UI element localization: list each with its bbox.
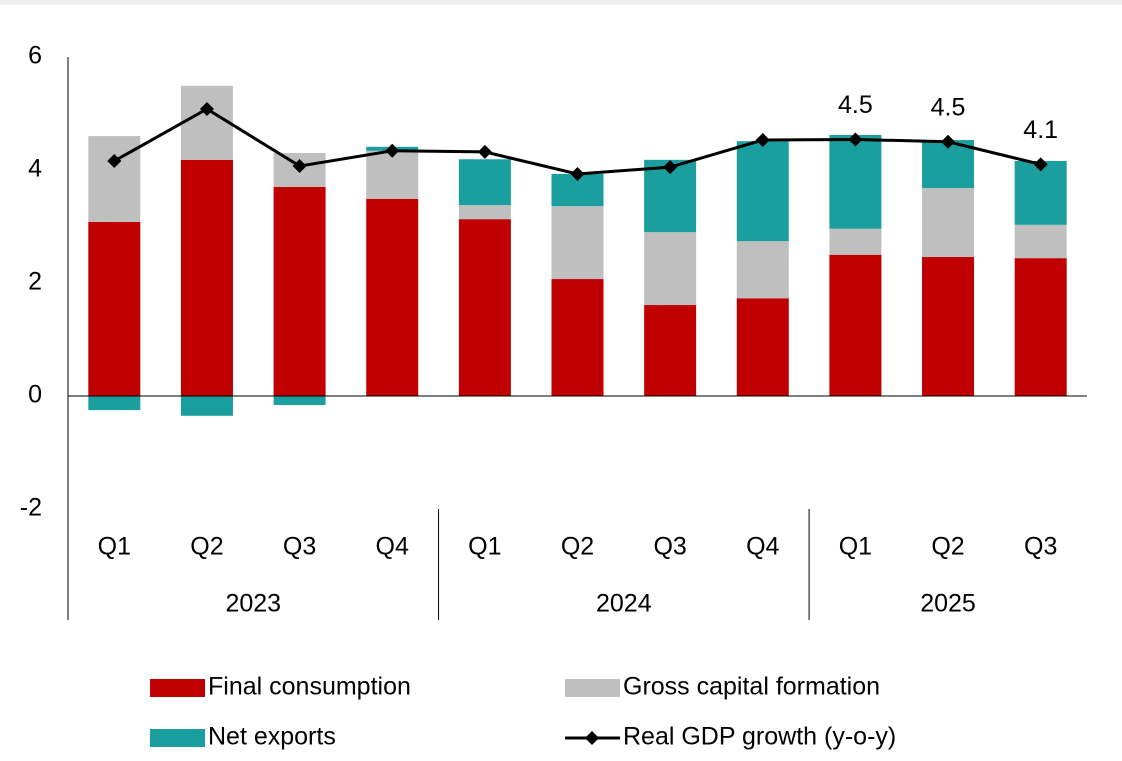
data-label: 4.5 xyxy=(931,93,966,121)
top-strip xyxy=(0,0,1122,5)
bar-segment xyxy=(88,136,141,222)
x-tick-label: Q2 xyxy=(190,533,223,561)
bar-segment xyxy=(1014,258,1067,396)
bar-segment xyxy=(458,205,511,220)
bar-segment xyxy=(366,150,419,199)
bar-segment xyxy=(644,232,697,306)
legend-label: Gross capital formation xyxy=(623,673,880,701)
y-tick-label: 0 xyxy=(28,381,42,409)
gdp-marker xyxy=(848,132,863,147)
legend-marker xyxy=(585,731,599,745)
gdp-marker xyxy=(385,143,400,158)
gdp-marker xyxy=(477,144,492,159)
gdp-marker xyxy=(1033,157,1048,172)
gdp-marker xyxy=(941,134,956,149)
x-tick-label: Q4 xyxy=(376,533,409,561)
x-tick-label: Q4 xyxy=(746,533,779,561)
gdp-marker xyxy=(570,166,585,181)
bar-segment xyxy=(273,186,326,396)
x-tick-label: Q3 xyxy=(283,533,316,561)
bar-segment xyxy=(829,254,882,396)
x-tick-label: Q3 xyxy=(653,533,686,561)
bar-segment xyxy=(829,134,882,229)
bar-segment xyxy=(644,305,697,396)
x-tick-label: Q2 xyxy=(561,533,594,561)
legend-label: Final consumption xyxy=(208,673,411,701)
x-tick-label: Q2 xyxy=(931,533,964,561)
bar-segment xyxy=(180,85,233,160)
gdp-marker xyxy=(107,153,122,168)
legend-swatch xyxy=(150,729,205,747)
legend-label: Real GDP growth (y-o-y) xyxy=(623,723,896,751)
bar-segment xyxy=(366,198,419,396)
legend-swatch xyxy=(150,679,205,697)
x-tick-label: Q1 xyxy=(468,533,501,561)
gdp-marker xyxy=(755,133,770,148)
bar-segment xyxy=(180,159,233,396)
bar-segment xyxy=(1014,224,1067,259)
bar-segment xyxy=(736,298,789,396)
bar-segment xyxy=(922,257,975,396)
x-tick-label: Q1 xyxy=(839,533,872,561)
data-label: 4.5 xyxy=(838,91,873,119)
data-label: 4.1 xyxy=(1023,116,1058,144)
y-tick-label: 2 xyxy=(28,268,42,296)
group-label: 2024 xyxy=(596,590,652,618)
bar-segment xyxy=(736,241,789,299)
group-label: 2023 xyxy=(225,590,281,618)
gdp-marker xyxy=(199,101,214,116)
bar-segment xyxy=(1014,160,1067,225)
bar-segment xyxy=(458,219,511,396)
bar-segment xyxy=(551,206,604,280)
bar-segment xyxy=(922,188,975,258)
bar-segment xyxy=(551,279,604,396)
y-tick-label: 4 xyxy=(28,155,42,183)
gdp-marker xyxy=(663,160,678,175)
bar-segment xyxy=(829,228,882,255)
bar-segment xyxy=(736,141,789,242)
bar-segment xyxy=(88,396,141,411)
bar-segment xyxy=(273,396,326,406)
bar-segment xyxy=(458,159,511,206)
bar-segment xyxy=(88,221,141,396)
bar-segment xyxy=(180,396,233,416)
legend-swatch xyxy=(565,679,620,697)
group-label: 2025 xyxy=(920,590,976,618)
gdp-marker xyxy=(292,159,307,174)
y-tick-label: -2 xyxy=(20,494,42,522)
gdp-line xyxy=(113,107,1042,176)
y-tick-label: 6 xyxy=(28,42,42,70)
x-tick-label: Q3 xyxy=(1024,533,1057,561)
legend-label: Net exports xyxy=(208,723,336,751)
x-tick-label: Q1 xyxy=(98,533,131,561)
